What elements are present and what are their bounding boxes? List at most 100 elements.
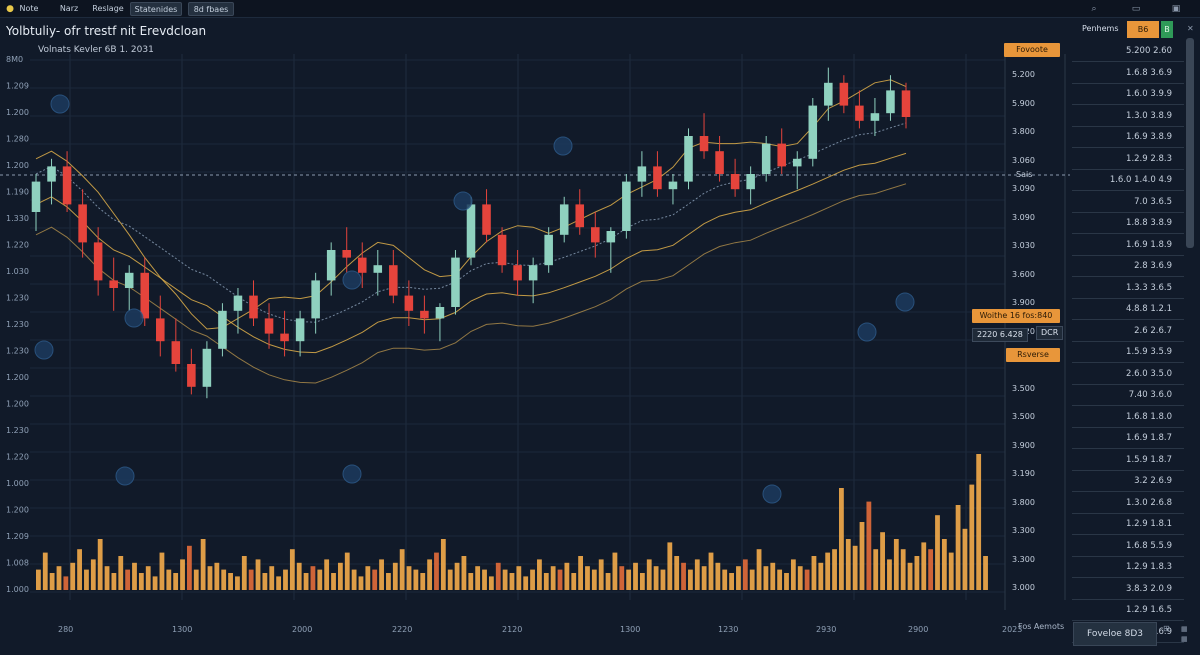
candle-up bbox=[824, 82, 833, 106]
panel-orange-button[interactable]: B6 bbox=[1127, 21, 1159, 38]
panel-scrollbar[interactable] bbox=[1186, 38, 1194, 248]
panel-row[interactable]: 1.2.9 1.6.5 bbox=[1072, 599, 1184, 621]
volume-bar bbox=[509, 573, 515, 590]
volume-bar bbox=[921, 542, 927, 590]
price-axis-tick: 3.800 bbox=[1012, 497, 1035, 507]
panel-row[interactable]: 1.6.9 1.8.7 bbox=[1072, 427, 1184, 449]
volume-bar bbox=[749, 569, 755, 590]
y-tick-label: 1.330 bbox=[6, 214, 29, 223]
volume-bar bbox=[235, 576, 240, 590]
volume-bar bbox=[543, 573, 549, 590]
x-tick-label: 2220 bbox=[392, 625, 412, 634]
price-axis-tick: 3.000 bbox=[1012, 583, 1035, 592]
panel-row[interactable]: 1.6.8 5.5.9 bbox=[1072, 535, 1184, 557]
volume-bar bbox=[537, 559, 542, 590]
volume-bar bbox=[660, 569, 666, 590]
panel-row[interactable]: 1.6.9 1.8.9 bbox=[1072, 234, 1184, 256]
x-tick-label: 1300 bbox=[620, 625, 640, 634]
candle-down bbox=[839, 82, 849, 106]
candle-down bbox=[777, 143, 786, 167]
reverse-tag[interactable]: Rsverse bbox=[1006, 348, 1060, 362]
tab-narz[interactable]: Narz bbox=[59, 4, 79, 13]
panel-row[interactable]: 1.2.9 1.8.1 bbox=[1072, 513, 1184, 535]
panel-green-button[interactable]: B bbox=[1161, 21, 1173, 38]
volume-bar bbox=[138, 573, 144, 590]
volume-bar bbox=[90, 559, 96, 590]
panel-row[interactable]: 1.6.9 3.8.9 bbox=[1072, 126, 1184, 148]
panel-row[interactable]: 3.2 2.6.9 bbox=[1072, 470, 1184, 492]
panel-row[interactable]: 1.5.9 1.8.7 bbox=[1072, 449, 1184, 471]
price-axis-tick: 3.090 bbox=[1012, 184, 1035, 193]
volume-bar bbox=[118, 556, 124, 590]
candle-up bbox=[373, 265, 383, 273]
panel-row[interactable]: 1.6.8 3.6.9 bbox=[1072, 62, 1184, 84]
panel-row[interactable]: 7.40 3.6.0 bbox=[1072, 384, 1184, 406]
panel-row[interactable]: 1.5.9 3.5.9 bbox=[1072, 341, 1184, 363]
close-icon[interactable]: ▣ bbox=[1171, 4, 1181, 14]
candle-down bbox=[78, 204, 87, 243]
panel-row[interactable]: 1.6.0 1.4.0 4.9 bbox=[1072, 169, 1184, 191]
window-icon[interactable]: ▭ bbox=[1131, 4, 1141, 14]
volume-bar bbox=[221, 569, 227, 590]
grid-icon[interactable]: ▦ ▦ bbox=[1181, 625, 1188, 643]
coin-icon bbox=[553, 136, 573, 156]
favorite-mid-tag[interactable]: Woithe 16 fos:840 bbox=[972, 309, 1060, 323]
volume-bar bbox=[488, 576, 494, 590]
panel-row[interactable]: 1.2.9 1.8.3 bbox=[1072, 556, 1184, 578]
candle-up bbox=[622, 181, 631, 231]
candle-down bbox=[730, 174, 740, 190]
panel-row[interactable]: 1.6.8 1.8.0 bbox=[1072, 406, 1184, 428]
panel-row[interactable]: 1.8.8 3.8.9 bbox=[1072, 212, 1184, 234]
x-tick-label: 2023 bbox=[1002, 625, 1022, 634]
coin-icon bbox=[34, 340, 54, 360]
tab-statenides[interactable]: Statenides bbox=[130, 2, 182, 16]
price-axis-tick: 3.030 bbox=[1012, 241, 1035, 250]
panel-row[interactable]: 4.8.8 1.2.1 bbox=[1072, 298, 1184, 320]
settings-icon[interactable]: ⊞ bbox=[1163, 624, 1170, 633]
volume-bar bbox=[770, 562, 776, 590]
candle-down bbox=[357, 257, 367, 273]
close-icon[interactable]: ✕ bbox=[1187, 24, 1194, 33]
panel-row[interactable]: 1.6.0 3.9.9 bbox=[1072, 83, 1184, 105]
panel-row[interactable]: 7.0 3.6.5 bbox=[1072, 191, 1184, 213]
panel-row[interactable]: 1.3.0 3.8.9 bbox=[1072, 105, 1184, 127]
search-icon[interactable]: ⌕ bbox=[1091, 4, 1097, 14]
volume-bar bbox=[379, 559, 384, 590]
panel-row[interactable]: 5.200 2.60 bbox=[1072, 40, 1184, 62]
volume-bar bbox=[193, 569, 199, 590]
panel-row[interactable]: 3.8.3 2.0.9 bbox=[1072, 578, 1184, 600]
y-tick-label: 1.200 bbox=[6, 400, 29, 409]
volume-bar bbox=[839, 488, 844, 590]
y-tick-label: 1.200 bbox=[6, 108, 29, 117]
bottom-button[interactable]: Foveloe 8D3 bbox=[1073, 622, 1157, 646]
candle-up bbox=[124, 272, 134, 288]
panel-row[interactable]: 2.6 2.6.7 bbox=[1072, 320, 1184, 342]
volume-bar bbox=[605, 573, 611, 590]
tab-note[interactable]: Note bbox=[19, 4, 39, 13]
candle-up bbox=[528, 265, 538, 281]
y-tick-label: 8M0 bbox=[6, 55, 23, 64]
candle-down bbox=[497, 234, 507, 266]
candle-up bbox=[761, 143, 771, 174]
candle-up bbox=[295, 318, 305, 342]
volume-bar bbox=[228, 573, 233, 590]
panel-row[interactable]: 2.8 3.6.9 bbox=[1072, 255, 1184, 277]
volume-bar bbox=[310, 566, 316, 590]
volume-bar bbox=[125, 569, 131, 590]
panel-row[interactable]: 2.6.0 3.5.0 bbox=[1072, 363, 1184, 385]
panel-row[interactable]: 1.2.9 2.8.3 bbox=[1072, 148, 1184, 170]
volume-bar bbox=[941, 539, 947, 590]
volume-bar bbox=[969, 484, 975, 590]
tab-reslage[interactable]: Reslage bbox=[92, 4, 124, 13]
tab-fbaes[interactable]: 8d fbaes bbox=[188, 2, 234, 16]
volume-bar bbox=[688, 569, 693, 590]
volume-bar bbox=[420, 573, 426, 590]
volume-bar bbox=[715, 562, 721, 590]
candle-down bbox=[715, 151, 724, 174]
panel-row[interactable]: 1.3.3 3.6.5 bbox=[1072, 277, 1184, 299]
y-tick-label: 1.220 bbox=[6, 453, 29, 462]
panel-row[interactable]: 1.3.0 2.6.8 bbox=[1072, 492, 1184, 514]
favorite-tag-top[interactable]: Fovoote bbox=[1004, 43, 1060, 57]
volume-bar bbox=[639, 573, 645, 590]
candle-up bbox=[606, 231, 616, 243]
